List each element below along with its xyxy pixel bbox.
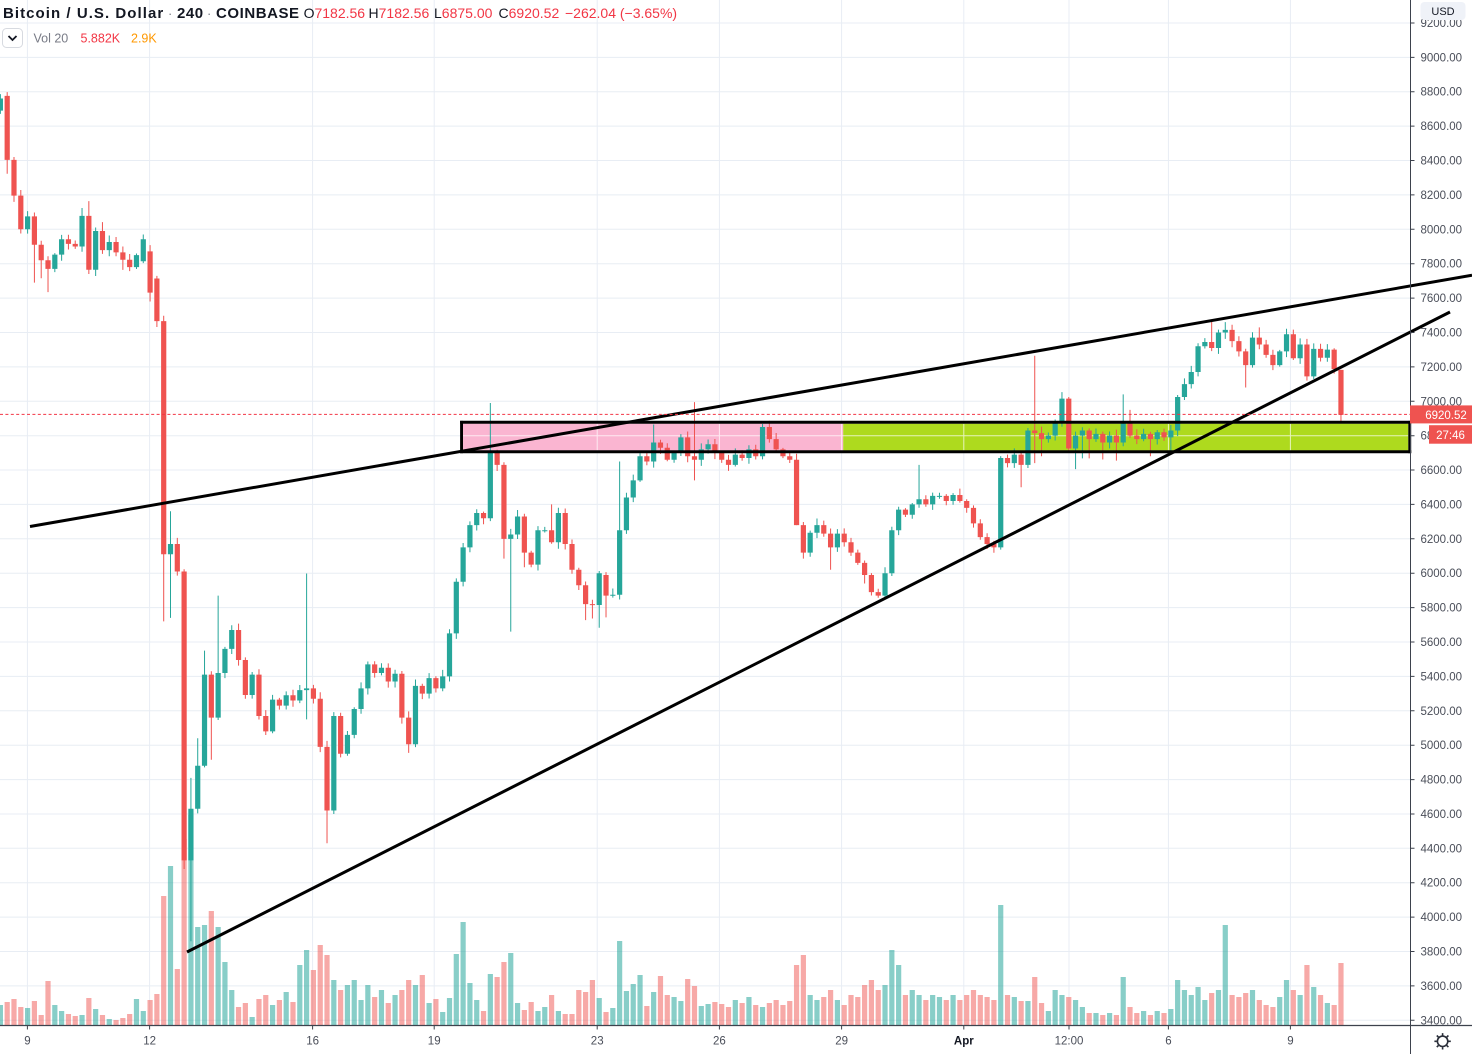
svg-text:4000.00: 4000.00	[1421, 912, 1463, 924]
svg-text:5800.00: 5800.00	[1421, 603, 1463, 615]
svg-text:COINBASE: COINBASE	[216, 5, 300, 22]
svg-text:·: ·	[207, 6, 211, 21]
svg-text:6000.00: 6000.00	[1421, 568, 1463, 580]
svg-text:4800.00: 4800.00	[1421, 775, 1463, 787]
svg-text:3600.00: 3600.00	[1421, 981, 1463, 993]
svg-text:27:46: 27:46	[1436, 430, 1465, 442]
svg-text:5200.00: 5200.00	[1421, 706, 1463, 718]
svg-text:9: 9	[1287, 1036, 1293, 1048]
svg-text:5.882K: 5.882K	[81, 32, 121, 46]
svg-text:7800.00: 7800.00	[1421, 259, 1463, 271]
svg-text:7000.00: 7000.00	[1421, 396, 1463, 408]
svg-text:16: 16	[306, 1036, 319, 1048]
svg-text:2.9K: 2.9K	[131, 32, 157, 46]
svg-text:26: 26	[713, 1036, 726, 1048]
svg-text:H7182.56: H7182.56	[369, 5, 430, 21]
svg-text:5400.00: 5400.00	[1421, 671, 1463, 683]
svg-text:O7182.56: O7182.56	[304, 5, 366, 21]
svg-text:240: 240	[177, 5, 204, 22]
svg-text:4600.00: 4600.00	[1421, 809, 1463, 821]
svg-text:8600.00: 8600.00	[1421, 121, 1463, 133]
svg-text:Vol 20: Vol 20	[34, 32, 69, 46]
svg-text:5600.00: 5600.00	[1421, 637, 1463, 649]
svg-text:8000.00: 8000.00	[1421, 224, 1463, 236]
svg-text:3800.00: 3800.00	[1421, 947, 1463, 959]
svg-text:12:00: 12:00	[1055, 1036, 1084, 1048]
svg-text:9000.00: 9000.00	[1421, 52, 1463, 64]
svg-text:7200.00: 7200.00	[1421, 362, 1463, 374]
svg-text:3400.00: 3400.00	[1421, 1015, 1463, 1027]
svg-text:7400.00: 7400.00	[1421, 328, 1463, 340]
svg-text:6920.52: 6920.52	[1425, 410, 1467, 422]
svg-text:12: 12	[143, 1036, 156, 1048]
svg-text:9: 9	[24, 1036, 30, 1048]
svg-text:19: 19	[428, 1036, 441, 1048]
svg-text:29: 29	[835, 1036, 848, 1048]
svg-text:8400.00: 8400.00	[1421, 156, 1463, 168]
svg-text:5000.00: 5000.00	[1421, 740, 1463, 752]
svg-text:Apr: Apr	[954, 1036, 974, 1048]
svg-text:4400.00: 4400.00	[1421, 843, 1463, 855]
svg-text:·: ·	[168, 6, 172, 21]
svg-text:6600.00: 6600.00	[1421, 465, 1463, 477]
svg-text:4200.00: 4200.00	[1421, 878, 1463, 890]
svg-text:C6920.52: C6920.52	[499, 5, 560, 21]
svg-text:USD: USD	[1431, 6, 1454, 18]
svg-text:6200.00: 6200.00	[1421, 534, 1463, 546]
svg-text:6: 6	[1165, 1036, 1171, 1048]
svg-text:9200.00: 9200.00	[1421, 18, 1463, 30]
svg-text:L6875.00: L6875.00	[434, 5, 493, 21]
svg-text:7600.00: 7600.00	[1421, 293, 1463, 305]
svg-text:8200.00: 8200.00	[1421, 190, 1463, 202]
svg-text:Bitcoin / U.S. Dollar: Bitcoin / U.S. Dollar	[3, 5, 164, 22]
svg-text:8800.00: 8800.00	[1421, 87, 1463, 99]
svg-text:−262.04 (−3.65%): −262.04 (−3.65%)	[565, 5, 677, 21]
svg-text:23: 23	[591, 1036, 604, 1048]
svg-text:6400.00: 6400.00	[1421, 499, 1463, 511]
